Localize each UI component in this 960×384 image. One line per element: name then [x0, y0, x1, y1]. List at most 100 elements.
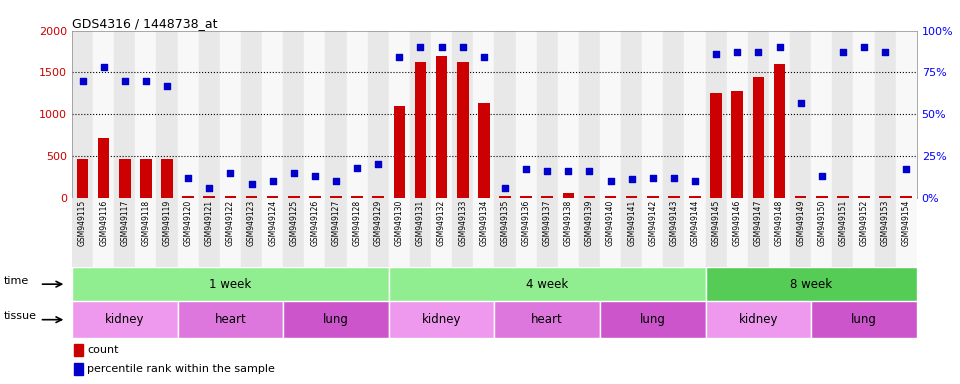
- Text: GDS4316 / 1448738_at: GDS4316 / 1448738_at: [72, 17, 218, 30]
- Bar: [75, 344, 84, 356]
- Bar: [753, 78, 764, 198]
- Bar: [156, 198, 178, 267]
- Bar: [706, 31, 727, 198]
- Bar: [368, 198, 389, 267]
- Bar: [642, 198, 663, 267]
- Bar: [621, 31, 642, 198]
- Bar: [325, 198, 347, 267]
- Bar: [431, 31, 452, 198]
- Bar: [325, 31, 347, 198]
- Point: [899, 166, 914, 172]
- Bar: [283, 31, 304, 198]
- Text: GSM949138: GSM949138: [564, 200, 573, 246]
- Text: GSM949147: GSM949147: [754, 200, 763, 246]
- Point: [265, 178, 280, 184]
- Bar: [579, 31, 600, 198]
- Bar: [77, 159, 88, 198]
- Point: [814, 173, 829, 179]
- Bar: [347, 31, 368, 198]
- Text: GSM949118: GSM949118: [141, 200, 151, 246]
- Bar: [774, 64, 785, 198]
- Text: lung: lung: [852, 313, 876, 326]
- Bar: [431, 198, 452, 267]
- Point: [202, 185, 217, 191]
- Bar: [225, 196, 236, 198]
- Text: GSM949117: GSM949117: [120, 200, 130, 246]
- Bar: [621, 198, 642, 267]
- Text: count: count: [87, 345, 119, 355]
- Text: GSM949151: GSM949151: [838, 200, 848, 246]
- Bar: [579, 198, 600, 267]
- Bar: [304, 198, 325, 267]
- Bar: [262, 198, 283, 267]
- Text: tissue: tissue: [4, 311, 36, 321]
- Point: [434, 45, 449, 51]
- Text: heart: heart: [214, 313, 247, 326]
- Text: GSM949123: GSM949123: [247, 200, 256, 246]
- Bar: [896, 198, 917, 267]
- Bar: [769, 31, 790, 198]
- Bar: [494, 198, 516, 267]
- Bar: [811, 31, 832, 198]
- Bar: [811, 301, 917, 338]
- Text: GSM949153: GSM949153: [880, 200, 890, 246]
- Bar: [199, 31, 220, 198]
- Point: [328, 178, 344, 184]
- Bar: [600, 198, 621, 267]
- Text: GSM949132: GSM949132: [437, 200, 446, 246]
- Bar: [706, 267, 917, 301]
- Bar: [600, 31, 621, 198]
- Bar: [684, 31, 706, 198]
- Bar: [394, 106, 405, 198]
- Text: GSM949130: GSM949130: [395, 200, 404, 246]
- Text: GSM949143: GSM949143: [669, 200, 679, 246]
- Point: [603, 178, 618, 184]
- Point: [772, 45, 787, 51]
- Text: GSM949120: GSM949120: [183, 200, 193, 246]
- Bar: [473, 31, 494, 198]
- Text: 8 week: 8 week: [790, 278, 832, 291]
- Point: [159, 83, 175, 89]
- Bar: [156, 31, 178, 198]
- Text: percentile rank within the sample: percentile rank within the sample: [87, 364, 276, 374]
- Text: GSM949140: GSM949140: [606, 200, 615, 246]
- Bar: [452, 198, 473, 267]
- Text: 4 week: 4 week: [526, 278, 568, 291]
- Bar: [389, 301, 494, 338]
- Bar: [368, 31, 389, 198]
- Text: GSM949139: GSM949139: [585, 200, 594, 246]
- Bar: [347, 198, 368, 267]
- Point: [138, 78, 154, 84]
- Point: [96, 65, 111, 71]
- Bar: [832, 198, 853, 267]
- Text: GSM949144: GSM949144: [690, 200, 700, 246]
- Text: kidney: kidney: [105, 313, 145, 326]
- Bar: [178, 31, 199, 198]
- Point: [518, 166, 534, 172]
- Bar: [900, 196, 912, 198]
- Bar: [135, 198, 156, 267]
- Bar: [473, 198, 494, 267]
- Text: GSM949135: GSM949135: [500, 200, 510, 246]
- Bar: [114, 31, 135, 198]
- Point: [793, 99, 808, 106]
- Bar: [748, 198, 769, 267]
- Text: GSM949124: GSM949124: [268, 200, 277, 246]
- Bar: [516, 198, 537, 267]
- Text: GSM949133: GSM949133: [458, 200, 468, 246]
- Bar: [795, 196, 806, 198]
- Bar: [706, 198, 727, 267]
- Text: 1 week: 1 week: [209, 278, 252, 291]
- Text: GSM949129: GSM949129: [373, 200, 383, 246]
- Bar: [161, 159, 173, 198]
- Bar: [879, 196, 891, 198]
- Point: [835, 50, 851, 56]
- Text: GSM949134: GSM949134: [479, 200, 489, 246]
- Point: [75, 78, 90, 84]
- Bar: [140, 159, 152, 198]
- Text: lung: lung: [640, 313, 665, 326]
- Bar: [436, 56, 447, 198]
- Bar: [516, 31, 537, 198]
- Bar: [452, 31, 473, 198]
- Bar: [537, 31, 558, 198]
